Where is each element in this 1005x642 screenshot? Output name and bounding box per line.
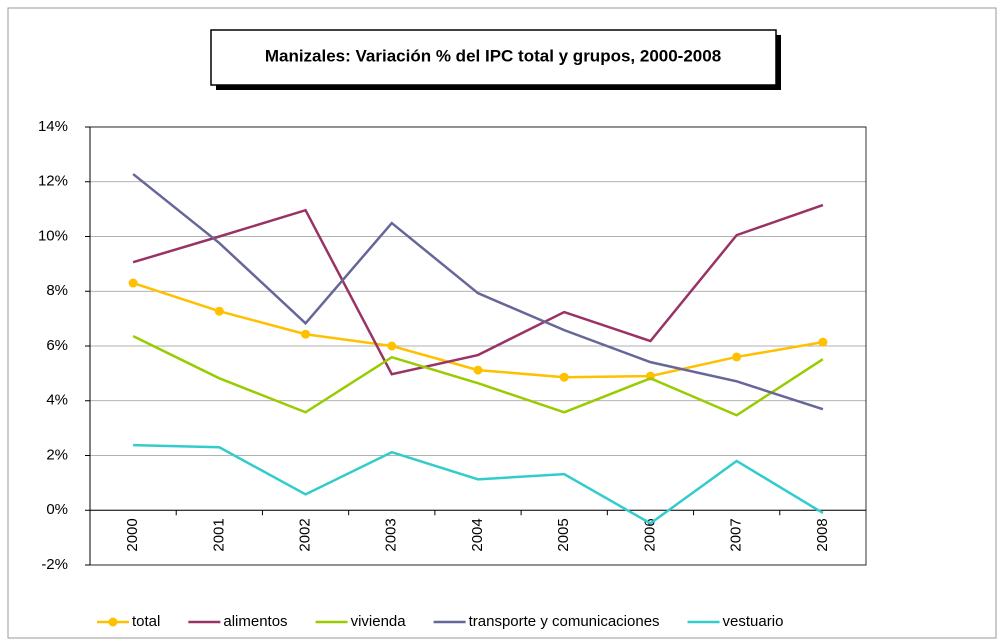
point	[301, 329, 311, 339]
series-line	[132, 203, 824, 376]
point	[818, 337, 828, 347]
point	[732, 352, 742, 362]
x-tick-label: 2004	[469, 518, 486, 551]
series-line	[132, 335, 824, 417]
chart-border	[7, 7, 997, 639]
point	[214, 306, 224, 316]
series-line	[132, 173, 824, 411]
y-tick-label: 6%	[46, 337, 68, 354]
chart-title: Manizales: Variación % del IPC total y g…	[265, 46, 721, 65]
point	[387, 341, 397, 351]
y-tick-label: 4%	[46, 392, 68, 409]
legend-marker	[108, 617, 118, 627]
point	[559, 372, 569, 382]
x-tick-label: 2005	[555, 518, 572, 551]
y-tick-label: 12%	[38, 173, 68, 190]
series-line	[133, 443, 824, 525]
y-tick-label: 14%	[38, 118, 68, 135]
y-tick-label: -2%	[41, 556, 68, 573]
point	[128, 278, 138, 288]
title-box	[210, 29, 777, 86]
x-tick-label: 2008	[814, 518, 831, 551]
y-tick-label: 2%	[46, 446, 68, 463]
legend-label: alimentos	[223, 613, 287, 630]
x-tick-label: 2006	[641, 518, 658, 551]
y-tick-label: 0%	[46, 501, 68, 518]
point	[473, 365, 483, 375]
legend-label: vivienda	[351, 613, 407, 630]
x-tick-label: 2003	[383, 518, 400, 551]
x-tick-label: 2002	[297, 518, 314, 551]
x-tick-label: 2001	[210, 518, 227, 551]
y-tick-label: 8%	[46, 282, 68, 299]
x-tick-label: 2000	[124, 518, 141, 551]
plot-border	[89, 126, 867, 566]
legend-label: transporte y comunicaciones	[469, 613, 660, 630]
legend-label: vestuario	[723, 613, 784, 630]
legend-label: total	[132, 613, 160, 630]
y-tick-label: 10%	[38, 227, 68, 244]
x-tick-label: 2007	[728, 518, 745, 551]
